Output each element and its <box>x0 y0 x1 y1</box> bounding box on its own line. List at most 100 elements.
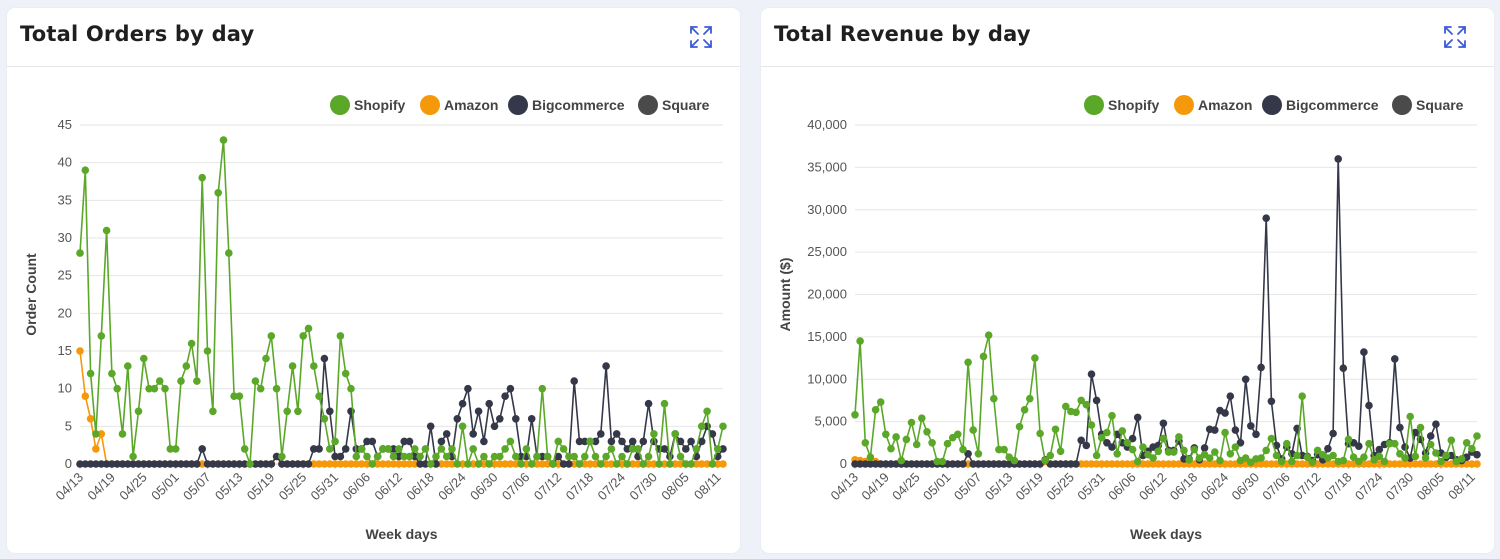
data-point[interactable] <box>933 457 941 466</box>
data-point[interactable] <box>389 452 398 461</box>
data-point[interactable] <box>299 332 308 340</box>
data-point[interactable] <box>959 445 967 454</box>
data-point[interactable] <box>501 460 509 468</box>
data-point[interactable] <box>1226 392 1235 401</box>
data-point[interactable] <box>1293 451 1301 460</box>
data-point[interactable] <box>86 369 95 378</box>
data-point[interactable] <box>384 460 393 468</box>
data-point[interactable] <box>628 437 637 446</box>
data-point[interactable] <box>442 460 451 468</box>
data-point[interactable] <box>1457 455 1466 463</box>
data-point[interactable] <box>1056 460 1065 468</box>
data-point[interactable] <box>331 452 339 461</box>
data-point[interactable] <box>1462 439 1471 447</box>
data-point[interactable] <box>209 460 217 468</box>
data-point[interactable] <box>1077 436 1085 445</box>
data-point[interactable] <box>368 437 377 446</box>
data-point[interactable] <box>1426 440 1435 449</box>
data-point[interactable] <box>1344 435 1353 444</box>
data-point[interactable] <box>506 384 515 393</box>
data-point[interactable] <box>171 460 180 468</box>
data-point[interactable] <box>979 460 988 468</box>
data-point[interactable] <box>1329 429 1337 438</box>
data-point[interactable] <box>1180 446 1188 455</box>
data-point[interactable] <box>1000 445 1008 454</box>
data-point[interactable] <box>887 444 895 453</box>
data-point[interactable] <box>214 189 222 197</box>
data-point[interactable] <box>331 437 339 446</box>
data-point[interactable] <box>655 460 663 468</box>
data-point[interactable] <box>453 460 462 468</box>
data-point[interactable] <box>320 415 329 423</box>
data-point[interactable] <box>315 392 323 401</box>
data-point[interactable] <box>426 460 435 468</box>
data-point[interactable] <box>368 460 377 468</box>
data-point[interactable] <box>405 460 414 468</box>
data-point[interactable] <box>1026 394 1034 403</box>
data-point[interactable] <box>1313 446 1322 455</box>
data-point[interactable] <box>86 415 95 423</box>
data-point[interactable] <box>336 452 345 461</box>
data-point[interactable] <box>912 440 921 449</box>
data-point[interactable] <box>421 445 430 453</box>
data-point[interactable] <box>501 445 509 453</box>
data-point[interactable] <box>671 430 679 438</box>
data-point[interactable] <box>341 460 350 468</box>
data-point[interactable] <box>1421 454 1430 462</box>
data-point[interactable] <box>1190 445 1199 454</box>
data-point[interactable] <box>294 407 302 416</box>
data-point[interactable] <box>1211 426 1219 434</box>
data-point[interactable] <box>570 460 578 468</box>
data-point[interactable] <box>262 354 270 363</box>
data-point[interactable] <box>405 437 414 446</box>
data-point[interactable] <box>575 460 584 468</box>
data-point[interactable] <box>1020 460 1029 468</box>
data-point[interactable] <box>373 460 382 468</box>
data-point[interactable] <box>974 450 983 458</box>
data-point[interactable] <box>943 439 952 448</box>
data-point[interactable] <box>246 460 254 468</box>
data-point[interactable] <box>1113 450 1121 458</box>
data-point[interactable] <box>411 445 419 453</box>
data-point[interactable] <box>697 422 706 431</box>
data-point[interactable] <box>666 460 674 468</box>
data-point[interactable] <box>480 437 488 446</box>
data-point[interactable] <box>480 460 488 468</box>
data-point[interactable] <box>650 460 658 468</box>
data-point[interactable] <box>155 460 164 468</box>
legend-item-bigcommerce[interactable]: Bigcommerce <box>1262 95 1379 115</box>
data-point[interactable] <box>320 354 329 363</box>
data-point[interactable] <box>214 460 222 468</box>
data-point[interactable] <box>304 324 313 333</box>
data-point[interactable] <box>964 450 972 458</box>
data-point[interactable] <box>448 445 456 453</box>
data-point[interactable] <box>554 437 563 446</box>
data-point[interactable] <box>907 418 916 427</box>
data-point[interactable] <box>995 460 1003 468</box>
data-point[interactable] <box>421 460 430 468</box>
data-point[interactable] <box>81 460 90 468</box>
data-point[interactable] <box>697 460 706 468</box>
data-point[interactable] <box>1396 450 1404 458</box>
data-point[interactable] <box>1308 458 1317 467</box>
data-point[interactable] <box>1473 450 1481 459</box>
data-point[interactable] <box>81 166 90 174</box>
data-point[interactable] <box>1365 460 1373 468</box>
data-point[interactable] <box>118 430 127 438</box>
data-point[interactable] <box>140 460 148 468</box>
data-point[interactable] <box>336 460 345 468</box>
data-point[interactable] <box>602 362 610 370</box>
data-point[interactable] <box>363 437 371 446</box>
data-point[interactable] <box>1447 436 1456 445</box>
data-point[interactable] <box>187 460 196 468</box>
data-point[interactable] <box>1133 413 1142 422</box>
data-point[interactable] <box>437 460 446 468</box>
data-point[interactable] <box>92 430 100 438</box>
data-point[interactable] <box>108 460 116 468</box>
data-point[interactable] <box>570 452 578 461</box>
data-point[interactable] <box>856 337 864 345</box>
data-point[interactable] <box>198 445 206 453</box>
data-point[interactable] <box>618 452 626 461</box>
data-point[interactable] <box>240 460 249 468</box>
data-point[interactable] <box>1216 456 1224 465</box>
